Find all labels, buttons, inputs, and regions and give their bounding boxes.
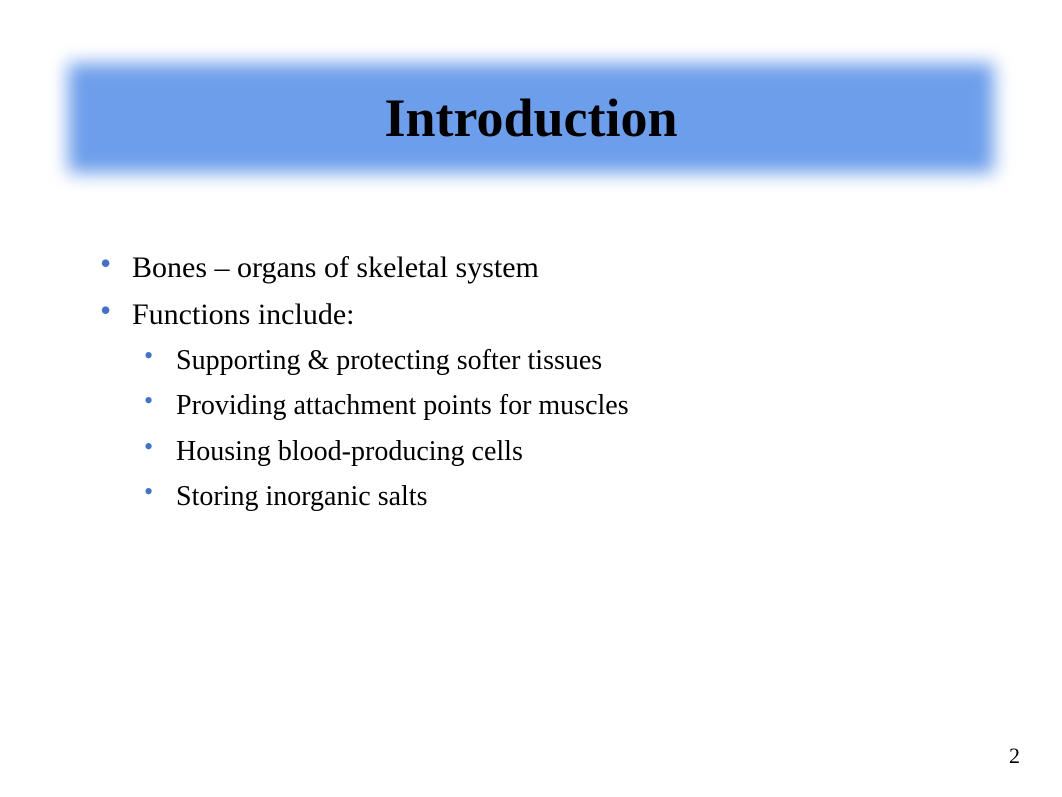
- list-item: Bones – organs of skeletal system: [90, 245, 970, 292]
- title-banner: Introduction: [68, 63, 994, 173]
- bullet-list-level2: Supporting & protecting softer tissues P…: [90, 338, 970, 519]
- list-item: Storing inorganic salts: [134, 474, 970, 519]
- list-item: Housing blood-producing cells: [134, 429, 970, 474]
- bullet-list-level1: Bones – organs of skeletal system Functi…: [90, 245, 970, 338]
- list-item: Functions include:: [90, 292, 970, 339]
- slide-content: Bones – organs of skeletal system Functi…: [90, 245, 970, 519]
- page-number: 2: [1009, 743, 1020, 769]
- list-item: Providing attachment points for muscles: [134, 383, 970, 428]
- list-item: Supporting & protecting softer tissues: [134, 338, 970, 383]
- slide-title: Introduction: [384, 87, 677, 149]
